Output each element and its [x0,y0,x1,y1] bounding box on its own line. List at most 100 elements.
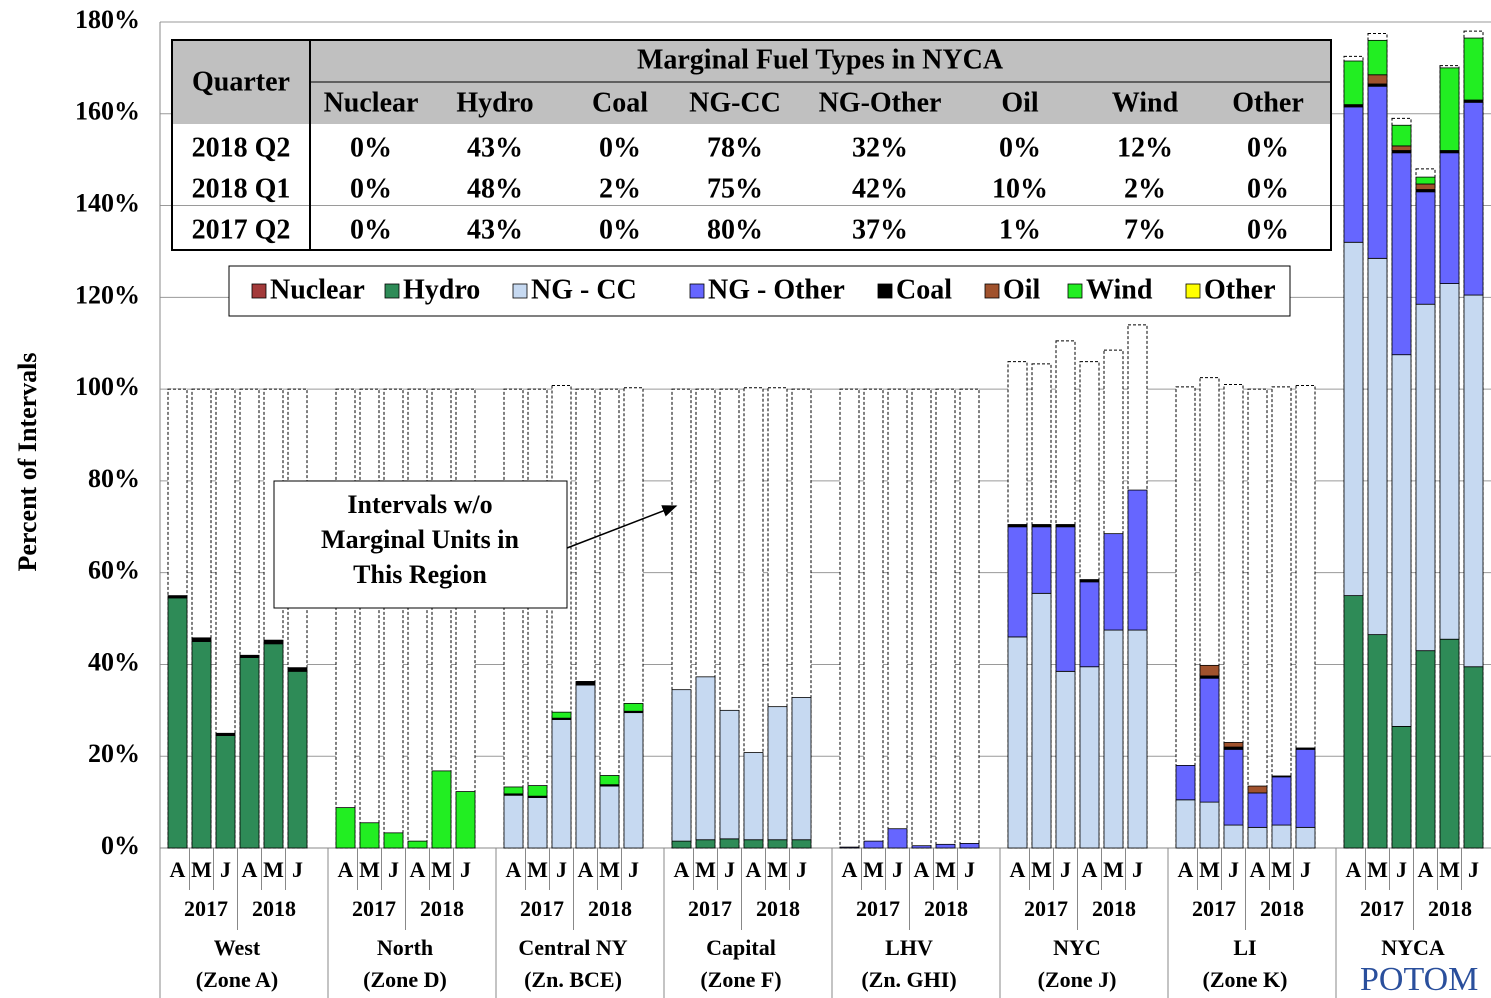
legend-label: Hydro [403,274,480,305]
legend-swatch [984,283,1000,299]
bar-segment [1415,303,1436,652]
table-cell: 0% [1247,214,1289,245]
bar-segment [1079,666,1100,849]
bar-segment [263,639,284,645]
no-marginal-outline [455,388,476,849]
x-tick-label: J [292,857,303,882]
annotation-arrow [566,505,678,549]
year-label: 2017 [184,896,228,921]
table-cell: 0% [1247,173,1289,204]
bar-segment [1439,638,1460,849]
bar-segment [527,785,548,797]
bar-segment [1223,742,1244,748]
bar-segment [575,681,596,686]
bar-segment [1391,725,1412,849]
legend-swatch [1185,283,1201,299]
bar-segment [623,703,644,712]
bar-segment [1343,106,1364,243]
bar-segment [695,676,716,841]
bar-segment [1463,666,1484,849]
bar-segment [1055,524,1076,528]
x-tick-label: A [842,857,858,882]
x-tick-label: J [1300,857,1311,882]
table-cell: 78% [707,132,763,163]
bar-segment [719,838,740,849]
y-tick-label: 20% [88,739,140,768]
table-cell: 32% [852,132,908,163]
table-cell: 75% [707,173,763,204]
year-label: 2018 [924,896,968,921]
no-marginal-outline [839,388,860,849]
no-marginal-outline [1247,388,1268,849]
table-column-header: Hydro [456,87,533,118]
bar-segment [839,846,860,849]
bar-segment [1103,533,1124,631]
x-tick-label: A [1082,857,1098,882]
bar-segment [1367,85,1388,259]
table-cell: 10% [992,173,1048,204]
x-tick-label: M [263,857,284,882]
legend-swatch [689,283,705,299]
x-tick-label: A [506,857,522,882]
no-marginal-outline [959,388,980,849]
group-sublabel: (Zone D) [363,967,447,992]
bar-segment [1439,67,1460,151]
table-column-header: Coal [592,87,648,118]
table-cell: 2017 Q2 [192,214,291,245]
bar-segment [551,719,572,849]
annotation-text: This Region [353,560,487,589]
year-label: 2017 [1360,896,1404,921]
x-tick-label: J [964,857,975,882]
bar-segment [671,840,692,849]
bar-segment [1079,581,1100,668]
bar-segment [743,752,764,841]
bar-segment [599,775,620,786]
x-tick-label: J [628,857,639,882]
bar-segment [1031,526,1052,594]
year-label: 2017 [1192,896,1236,921]
table-cell: 0% [350,173,392,204]
year-label: 2017 [856,896,900,921]
legend-label: Other [1204,274,1276,305]
year-label: 2017 [1024,896,1068,921]
x-tick-label: A [1418,857,1434,882]
bar-segment [167,597,188,849]
bar-segment [791,697,812,841]
year-label: 2017 [352,896,396,921]
bar-segment [1463,101,1484,296]
x-tick-label: M [863,857,884,882]
bar-segment [1367,257,1388,636]
x-tick-label: J [460,857,471,882]
y-tick-label: 60% [88,556,140,585]
bar-segment [551,711,572,719]
legend-box [228,265,1291,317]
no-marginal-outline [1175,386,1196,849]
bar-segment [767,706,788,841]
bar-segment [1415,191,1436,305]
x-tick-label: M [1271,857,1292,882]
bar-segment [503,786,524,795]
table-cell: 43% [467,214,523,245]
x-tick-label: A [746,857,762,882]
y-tick-label: 140% [75,189,140,218]
legend-swatch [877,283,893,299]
bar-segment [695,839,716,849]
table-cell: 2018 Q1 [192,173,291,204]
table-column-header: Oil [1001,87,1039,118]
y-tick-label: 120% [75,280,140,309]
year-label: 2018 [588,896,632,921]
bar-segment [1415,183,1436,190]
y-tick-label: 180% [75,5,140,34]
bar-segment [1007,636,1028,849]
no-marginal-outline [335,388,356,849]
x-tick-label: M [431,857,452,882]
annotation-text: Marginal Units in [321,525,519,554]
annotation-text: Intervals w/o [347,490,492,519]
y-tick-label: 0% [101,831,140,860]
no-marginal-outline [1271,386,1292,849]
bar-segment [335,807,356,849]
table-cell: 0% [350,214,392,245]
no-marginal-outline [911,388,932,849]
bar-segment [191,641,212,849]
bar-segment [1271,776,1292,826]
